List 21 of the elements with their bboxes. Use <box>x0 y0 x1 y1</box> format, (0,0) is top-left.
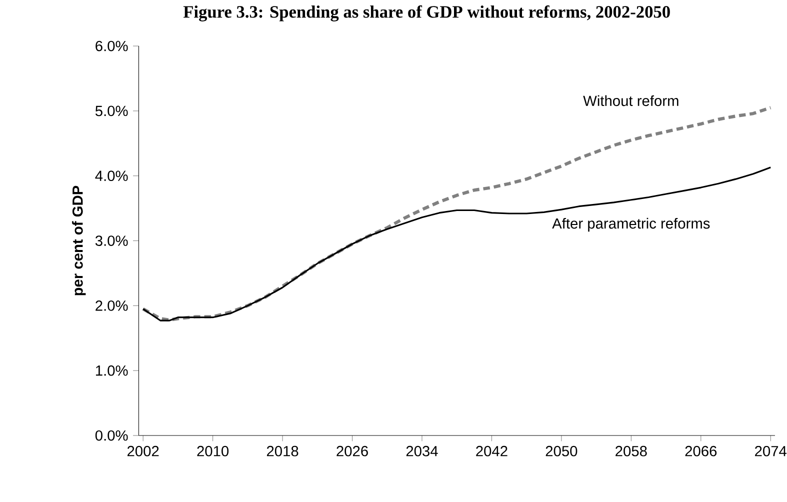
x-tick-label: 2050 <box>546 446 578 456</box>
x-tick-label: 2058 <box>616 446 647 456</box>
y-tick-label: 0.0% <box>95 430 128 441</box>
y-tick-label: 1.0% <box>96 365 128 376</box>
x-tick-label: 2026 <box>336 446 368 456</box>
x-tick-label: 2074 <box>755 446 786 456</box>
y-axis-title: per cent of GDP <box>72 186 86 296</box>
y-tick-label: 2.0% <box>96 300 128 311</box>
x-tick-label: 2066 <box>685 446 717 456</box>
y-tick-label: 6.0% <box>96 40 128 52</box>
y-tick-label: 3.0% <box>95 235 128 246</box>
y-tick-label: 4.0% <box>95 170 128 181</box>
series-label: After parametric reforms <box>552 218 710 232</box>
x-tick-label: 2002 <box>127 446 159 456</box>
series-label: Without reform <box>583 95 678 106</box>
x-tick-label: 2042 <box>476 446 508 456</box>
x-tick-label: 2010 <box>197 446 229 456</box>
x-tick-label: 2034 <box>406 446 438 456</box>
chart-title: Figure 3.3: Spending as share of GDP without reforms, 2002-2050 <box>183 5 670 22</box>
x-tick-label: 2018 <box>266 446 298 456</box>
y-tick-label: 5.0% <box>95 106 128 116</box>
